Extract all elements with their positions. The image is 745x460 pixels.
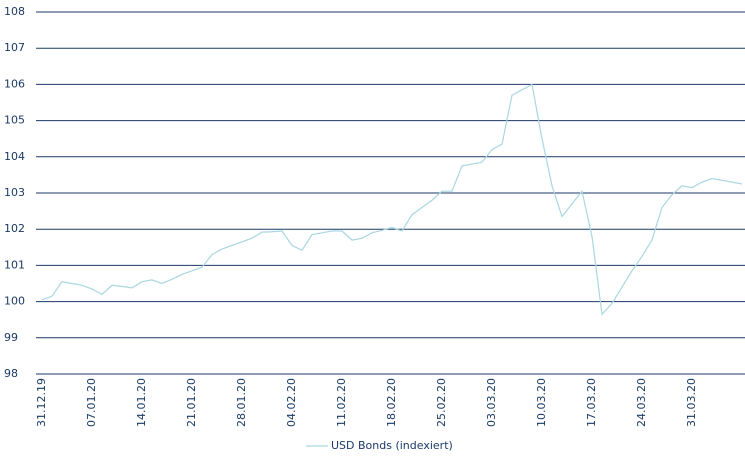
- y-tick-label: 104: [4, 150, 25, 163]
- y-tick-label: 101: [4, 258, 25, 271]
- y-tick-label: 108: [4, 5, 25, 18]
- x-tick-label: 31.03.20: [685, 378, 698, 427]
- x-tick-label: 17.03.20: [585, 378, 598, 427]
- y-tick-label: 99: [4, 331, 18, 344]
- line: [41, 83, 743, 316]
- x-tick-label: 18.02.20: [385, 378, 398, 427]
- x-tick-label: 11.02.20: [335, 378, 348, 427]
- x-tick-label: 25.02.20: [435, 378, 448, 427]
- x-tick-label: 28.01.20: [235, 378, 248, 427]
- y-tick-label: 107: [4, 41, 25, 54]
- y-tick-label: 102: [4, 222, 25, 235]
- y-tick-label: 100: [4, 295, 25, 308]
- y-tick-label: 106: [4, 77, 25, 90]
- x-tick-label: 07.01.20: [85, 378, 98, 427]
- x-tick-label: 31.12.19: [35, 378, 48, 427]
- x-tick-label: 10.03.20: [535, 378, 548, 427]
- x-tick-label: 24.03.20: [635, 378, 648, 427]
- y-tick-label: 98: [4, 367, 18, 380]
- y-tick-label: 105: [4, 114, 25, 127]
- x-tick-label: 21.01.20: [185, 378, 198, 427]
- x-tick-label: 04.02.20: [285, 378, 298, 427]
- x-tick-label: 14.01.20: [135, 378, 148, 427]
- legend-label: USD Bonds (indexiert): [331, 439, 453, 452]
- y-tick-label: 103: [4, 186, 25, 199]
- x-tick-label: 03.03.20: [485, 378, 498, 427]
